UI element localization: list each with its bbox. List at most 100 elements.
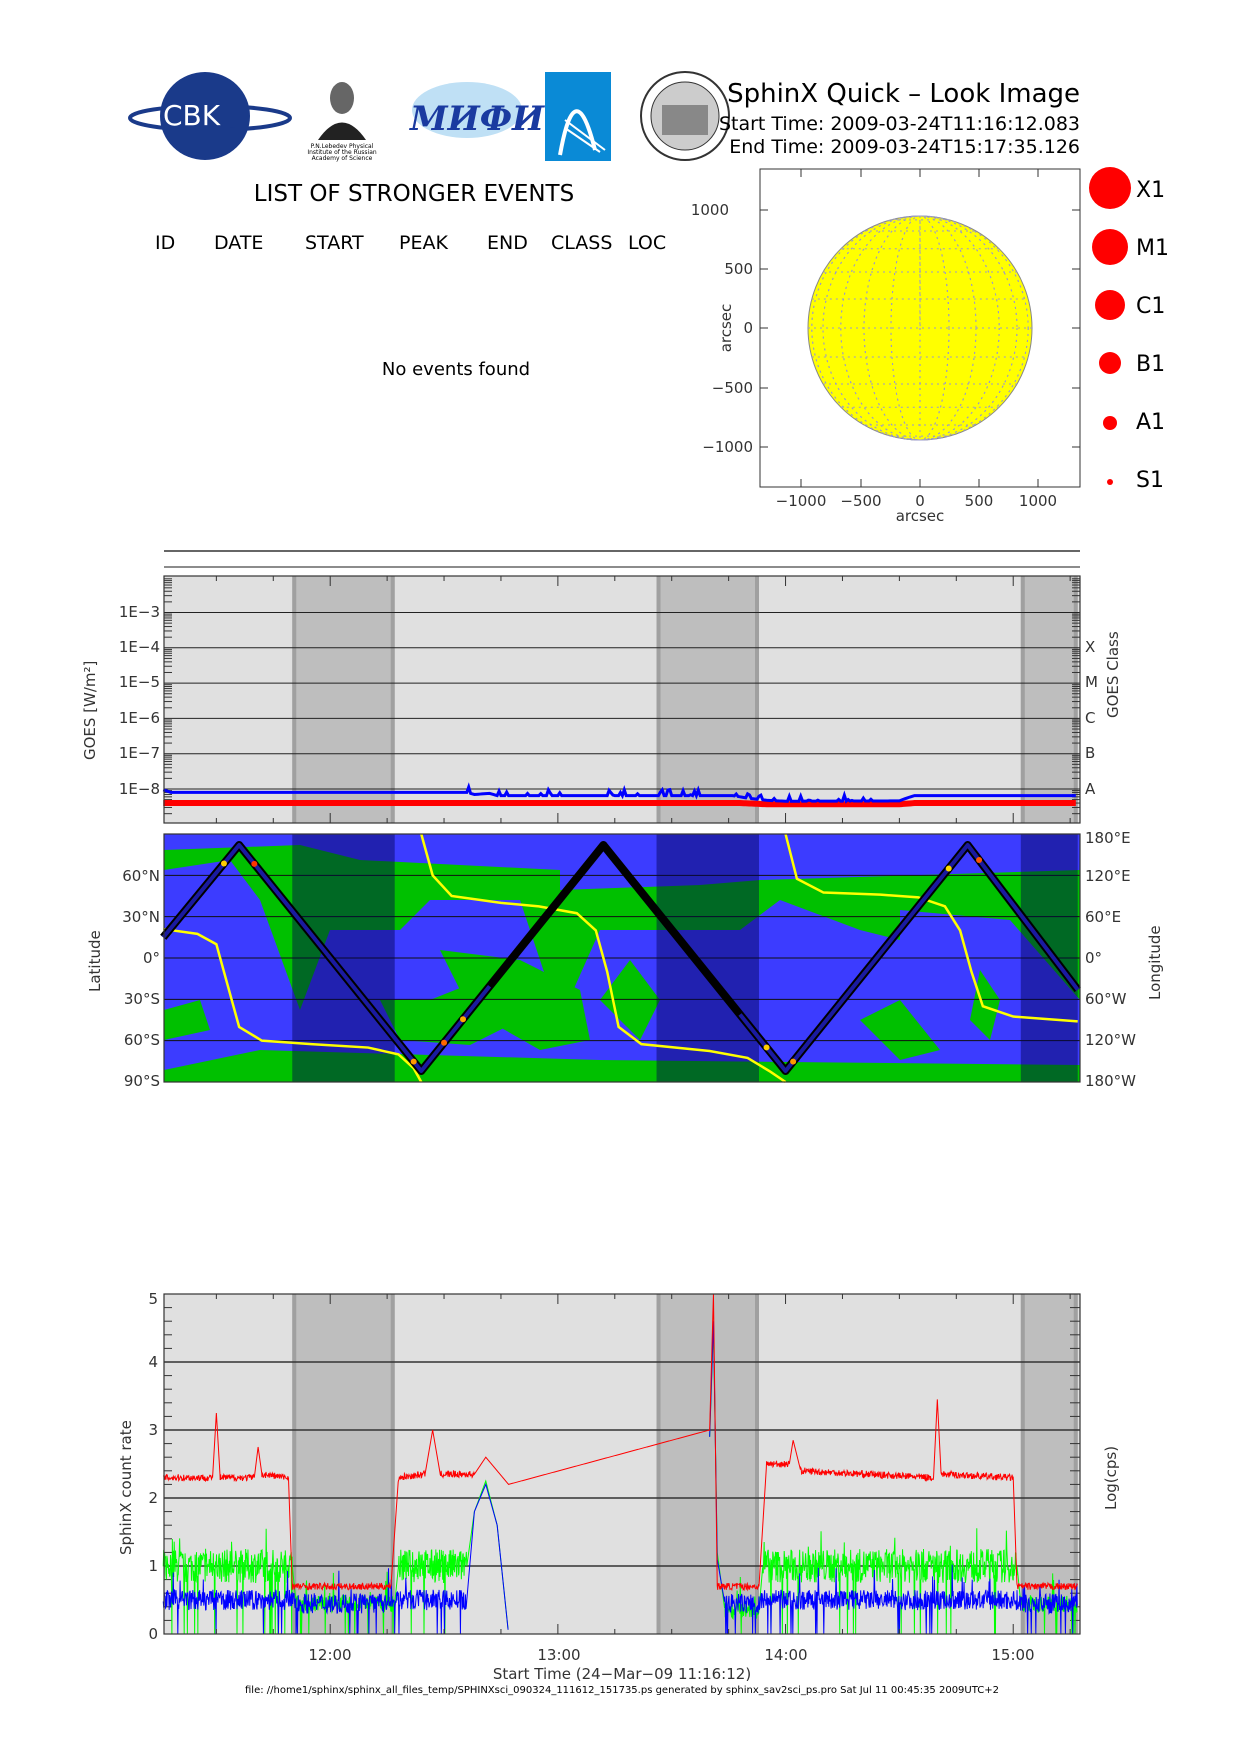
col-loc: LOC <box>628 232 666 254</box>
legend-marker-m1 <box>1092 229 1128 265</box>
rate-tick: 5 <box>148 1290 158 1308</box>
shading-edge <box>292 576 297 823</box>
track-hotspot <box>410 1058 417 1065</box>
goes-class-label: C <box>1085 709 1095 727</box>
flare-class-legend: X1 M1 C1 B1 A1 S1 <box>1089 167 1169 493</box>
sun-xtick: −1000 <box>776 492 827 510</box>
eclipse-shading <box>656 834 759 1082</box>
map-ylabel-right: Longitude <box>1146 925 1164 1000</box>
longitude-curve <box>784 833 1078 1023</box>
goes-ytick: 1E−6 <box>119 709 160 727</box>
goes-ylabel: GOES [W/m²] <box>81 661 99 760</box>
count-rate-line <box>709 1321 1078 1635</box>
land-mass <box>164 1050 1080 1082</box>
sun-xtick: 0 <box>915 492 925 510</box>
rate-tick: 4 <box>148 1353 158 1371</box>
rate-tick: 3 <box>148 1421 158 1439</box>
shading-edge <box>1073 576 1078 823</box>
sphinx-ylabel: SphinX count rate <box>117 1420 135 1555</box>
legend-label: B1 <box>1136 352 1165 377</box>
map-ylabel: Latitude <box>86 930 104 992</box>
legend-label: C1 <box>1136 294 1165 319</box>
longitude-gridline <box>840 215 1000 441</box>
goes-ytick: 1E−5 <box>119 673 160 691</box>
sun-xlabel: arcsec <box>896 507 945 525</box>
time-axis-label: Start Time (24−Mar−09 11:16:12) <box>493 1665 751 1683</box>
longitude-curve <box>163 927 423 1083</box>
time-tick: 15:00 <box>991 1646 1034 1664</box>
legend-marker-s1 <box>1107 479 1113 485</box>
legend-label: X1 <box>1136 178 1165 203</box>
svg-text:Institute of the Russian: Institute of the Russian <box>307 149 377 156</box>
land-mass <box>164 1000 210 1040</box>
goes-class-label: M <box>1085 673 1098 691</box>
goes-ytick: 1E−3 <box>119 603 160 621</box>
eclipse-shading <box>1020 576 1078 823</box>
shading-edge <box>390 1294 395 1634</box>
panel-frame <box>163 1293 1081 1635</box>
sun-xtick: 500 <box>965 492 994 510</box>
goes-class-label: B <box>1085 744 1095 762</box>
col-peak: PEAK <box>399 232 448 254</box>
lon-tick: 60°W <box>1085 990 1127 1008</box>
eclipse-shading <box>656 576 759 823</box>
shading-edge <box>656 1294 661 1634</box>
lat-tick: 60°N <box>122 867 160 885</box>
count-rate-line <box>162 1479 509 1635</box>
shading-edge <box>754 1294 759 1634</box>
sun-ytick: 1000 <box>691 201 729 219</box>
lon-tick: 180°W <box>1085 1072 1136 1090</box>
track-hotspot <box>790 1058 797 1065</box>
goes-class-label: A <box>1085 780 1096 798</box>
goes-panel <box>162 575 1081 824</box>
mephi-logo: МИФИ <box>409 82 545 139</box>
lat-tick: 30°N <box>122 908 160 926</box>
legend-marker-x1 <box>1089 167 1131 209</box>
goes-ytick: 1E−8 <box>119 780 160 798</box>
longitude-gridline <box>811 215 1029 441</box>
track-hotspot <box>976 856 983 863</box>
shading-edge <box>656 576 661 823</box>
comet-arc-logo <box>545 72 611 161</box>
sun-ytick: −1000 <box>702 438 753 456</box>
lat-tick: 0° <box>143 949 160 967</box>
track-hotspot <box>220 860 227 867</box>
longitude-gridline <box>863 215 977 441</box>
legend-marker-c1 <box>1095 290 1125 320</box>
orbit-map-panel <box>160 833 1081 1084</box>
legend-label: S1 <box>1136 468 1164 493</box>
no-events-message: No events found <box>382 359 530 380</box>
rate-tick: 2 <box>148 1489 158 1507</box>
lon-tick: 0° <box>1085 949 1102 967</box>
cbk-logo-text: CBK <box>163 99 221 132</box>
sun-map: 1000 500 0 −500 −1000 −1000 −500 0 500 1… <box>691 168 1081 525</box>
legend-marker-a1 <box>1103 416 1117 430</box>
eclipse-shading <box>656 1294 759 1634</box>
legend-marker-b1 <box>1099 352 1121 374</box>
sun-xtick: 1000 <box>1019 492 1057 510</box>
track-hotspot <box>460 1016 467 1023</box>
track-hotspot <box>441 1039 448 1046</box>
time-tick: 13:00 <box>537 1646 580 1664</box>
shading-edge <box>1020 576 1025 823</box>
events-header-row: ID DATE START PEAK END CLASS LOC <box>155 232 666 254</box>
land-mass <box>600 960 660 1040</box>
lon-tick: 120°W <box>1085 1031 1136 1049</box>
sphinx-ylabel-right: Log(cps) <box>1102 1446 1120 1510</box>
track-hotspot <box>945 865 952 872</box>
lat-tick: 60°S <box>124 1031 160 1049</box>
lebedev-institute-logo: P.N.Lebedev Physical Institute of the Ru… <box>300 82 384 162</box>
goes-class-label: X <box>1085 638 1095 656</box>
events-title: LIST OF STRONGER EVENTS <box>254 181 574 207</box>
col-start: START <box>305 232 364 254</box>
land-mass <box>440 950 590 1050</box>
svg-text:Academy of Science: Academy of Science <box>312 155 373 162</box>
col-date: DATE <box>214 232 263 254</box>
time-tick: 14:00 <box>764 1646 807 1664</box>
start-time: Start Time: 2009-03-24T11:16:12.083 <box>719 113 1080 135</box>
count-rate-line <box>162 1482 509 1635</box>
land-mass <box>164 845 1080 1020</box>
sun-ytick: 500 <box>724 260 753 278</box>
lat-tick: 90°S <box>124 1072 160 1090</box>
